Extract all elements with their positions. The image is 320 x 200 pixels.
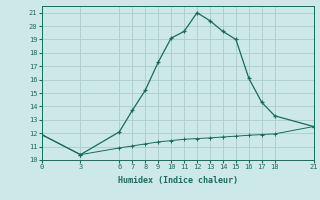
- X-axis label: Humidex (Indice chaleur): Humidex (Indice chaleur): [118, 176, 237, 185]
